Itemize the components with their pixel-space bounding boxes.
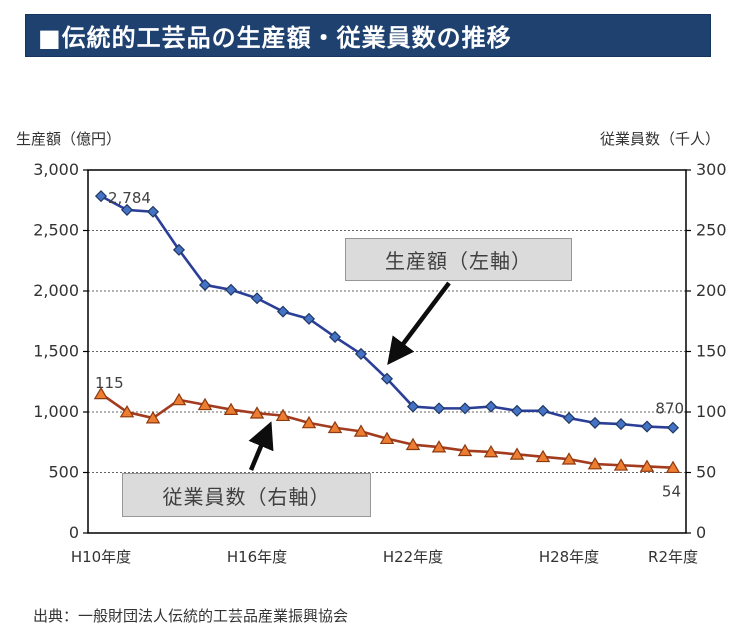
triangle-marker bbox=[509, 447, 525, 460]
diamond-marker bbox=[562, 412, 576, 425]
triangle-marker bbox=[665, 460, 681, 474]
diamond-marker bbox=[198, 278, 212, 291]
left-axis-tick-label: 2,500 bbox=[33, 221, 79, 240]
diamond-marker bbox=[406, 400, 420, 413]
diamond-marker bbox=[172, 243, 186, 256]
left-axis-tick-label: 500 bbox=[48, 463, 79, 482]
triangle-marker bbox=[197, 397, 213, 411]
triangle-marker bbox=[223, 402, 239, 415]
right-axis-title: 従業員数（千人） bbox=[599, 130, 720, 148]
diamond-marker bbox=[250, 292, 264, 305]
triangle-marker bbox=[535, 449, 551, 463]
source-note: 出典：一般財団法人伝統的工芸品産業振興協会 bbox=[33, 607, 349, 625]
x-axis-label: R2年度 bbox=[648, 548, 698, 566]
diamond-marker bbox=[484, 400, 498, 413]
triangle-marker bbox=[249, 406, 265, 419]
diamond-marker bbox=[458, 402, 472, 415]
callout-production-label: 生産額（左軸） bbox=[385, 249, 532, 273]
diamond-marker bbox=[432, 402, 446, 415]
diamond-marker bbox=[588, 416, 602, 429]
triangle-marker bbox=[275, 408, 291, 422]
diamond-marker bbox=[328, 330, 342, 344]
triangle-marker bbox=[119, 405, 135, 418]
triangle-marker bbox=[171, 392, 187, 406]
diamond-marker bbox=[302, 312, 316, 325]
production-line bbox=[100, 194, 674, 430]
data-point-label: 115 bbox=[95, 374, 124, 392]
page-title: ■伝統的工芸品の生産額・従業員数の推移 bbox=[38, 24, 512, 52]
diamond-marker bbox=[146, 205, 160, 218]
diamond-marker bbox=[666, 421, 680, 434]
right-axis-tick-label: 150 bbox=[696, 342, 727, 361]
diamond-marker bbox=[224, 283, 238, 296]
triangle-marker bbox=[301, 415, 317, 429]
right-axis-tick-label: 300 bbox=[696, 160, 727, 179]
right-axis-tick-label: 50 bbox=[696, 463, 716, 482]
triangle-marker bbox=[483, 444, 499, 458]
arrow-to-employees-line bbox=[248, 421, 274, 471]
diamond-marker bbox=[120, 203, 134, 216]
callout-employees: 従業員数（右軸） bbox=[122, 473, 371, 517]
x-axis-label: H16年度 bbox=[227, 548, 287, 566]
x-axis-label: H22年度 bbox=[383, 548, 443, 566]
triangle-marker bbox=[145, 411, 161, 424]
triangle-marker bbox=[587, 457, 603, 470]
x-axis-label: H28年度 bbox=[539, 548, 599, 566]
x-axis-label: H10年度 bbox=[71, 548, 131, 566]
data-point-label: 2,784 bbox=[108, 189, 151, 207]
triangle-marker bbox=[561, 452, 577, 465]
callout-production-value: 生産額（左軸） bbox=[345, 238, 572, 281]
diamond-marker bbox=[536, 404, 550, 417]
left-axis-title: 生産額（億円） bbox=[16, 130, 122, 148]
triangle-marker bbox=[431, 440, 447, 453]
left-axis-tick-label: 1,000 bbox=[33, 402, 79, 421]
triangle-marker bbox=[405, 437, 421, 451]
diamond-marker bbox=[94, 190, 108, 203]
diamond-marker bbox=[614, 418, 628, 431]
left-axis-tick-label: 2,000 bbox=[33, 281, 79, 300]
triangle-marker bbox=[379, 431, 395, 445]
diamond-marker bbox=[510, 404, 524, 417]
triangle-marker bbox=[93, 386, 109, 400]
callout-employees-label: 従業員数（右軸） bbox=[162, 484, 331, 509]
left-axis-tick-label: 1,500 bbox=[33, 342, 79, 361]
diamond-marker bbox=[380, 372, 394, 385]
triangle-marker bbox=[353, 424, 369, 437]
title-bar: ■伝統的工芸品の生産額・従業員数の推移 bbox=[25, 14, 711, 57]
right-axis-tick-label: 200 bbox=[696, 281, 727, 300]
left-axis-tick-label: 0 bbox=[69, 523, 79, 542]
data-point-label: 54 bbox=[662, 483, 681, 501]
triangle-marker bbox=[639, 459, 655, 472]
triangle-marker bbox=[327, 420, 343, 434]
right-axis-tick-label: 250 bbox=[696, 221, 727, 240]
triangle-marker bbox=[613, 458, 629, 471]
employees-line bbox=[100, 392, 674, 469]
diamond-marker bbox=[354, 347, 368, 360]
right-axis-tick-label: 100 bbox=[696, 402, 727, 421]
diamond-marker bbox=[640, 420, 654, 433]
data-point-label: 870 bbox=[655, 400, 684, 418]
left-axis-tick-label: 3,000 bbox=[33, 160, 79, 179]
right-axis-tick-label: 0 bbox=[696, 523, 706, 542]
triangle-marker bbox=[457, 443, 473, 457]
arrow-to-production-line bbox=[387, 281, 451, 366]
diamond-marker bbox=[276, 305, 290, 318]
